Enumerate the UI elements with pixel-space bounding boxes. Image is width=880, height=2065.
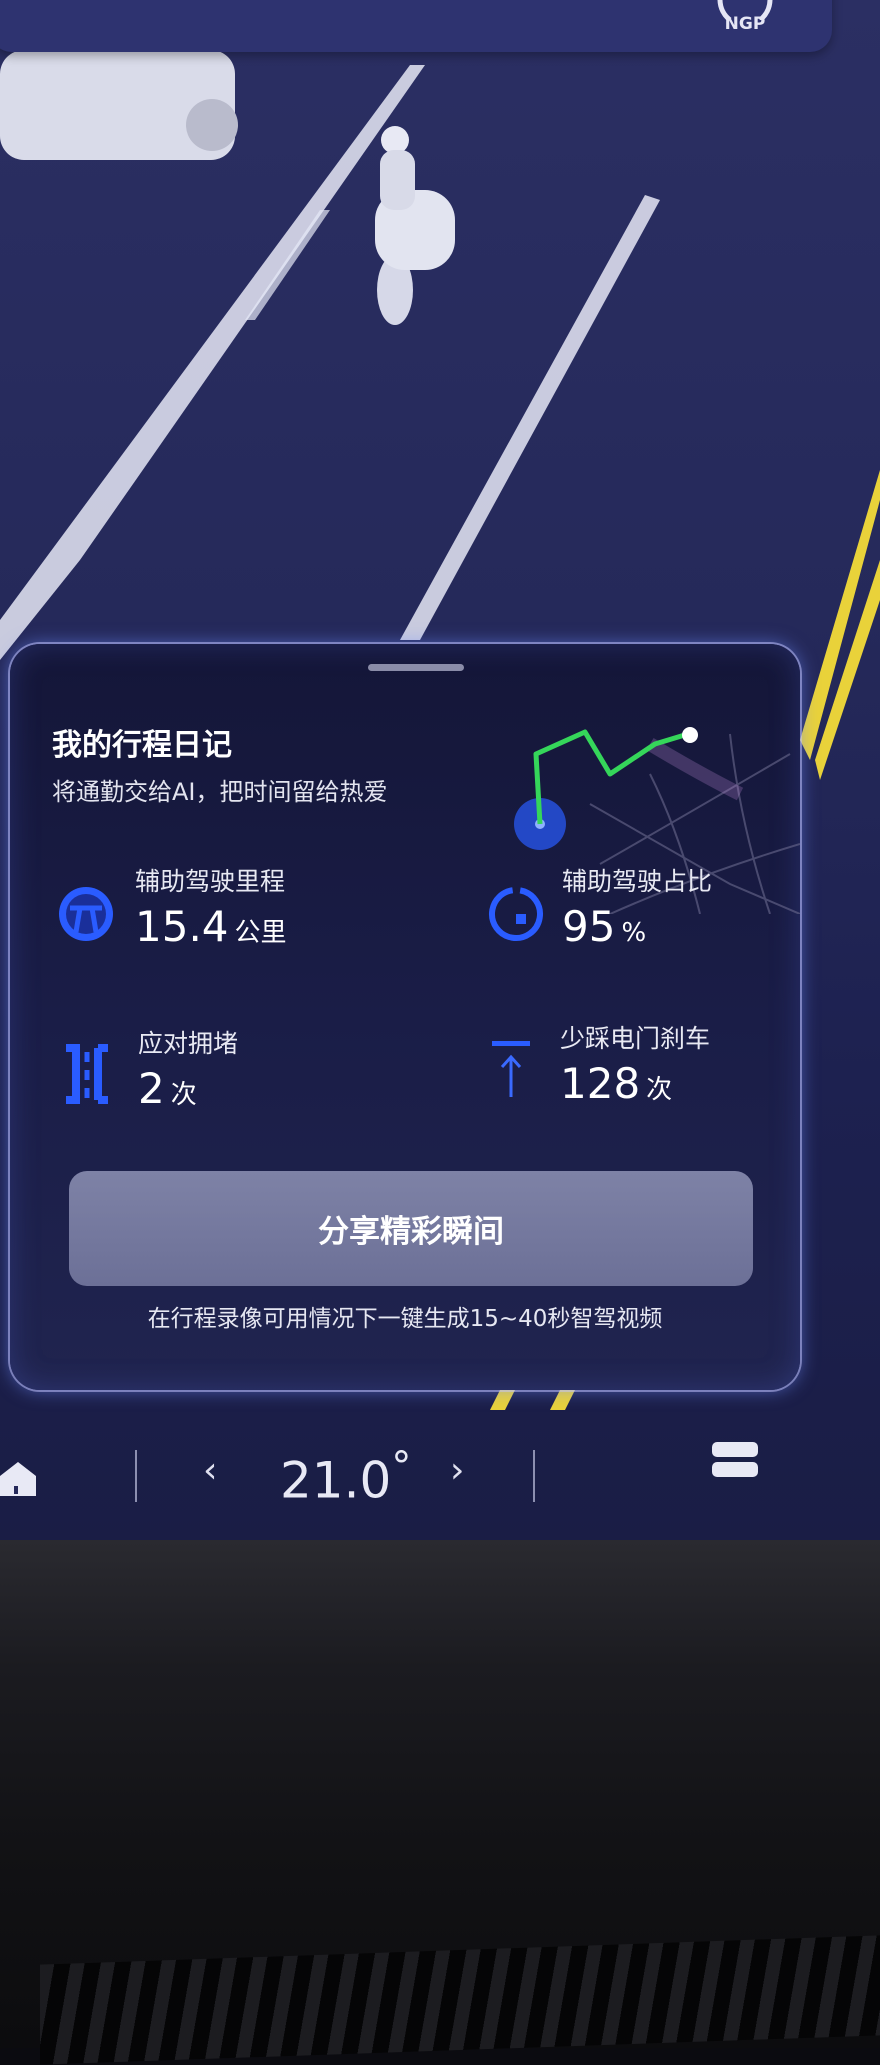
stat-unit: 次: [646, 1075, 673, 1105]
menu-icon[interactable]: [712, 1442, 758, 1478]
video-note: 在行程录像可用情况下一键生成15~40秒智驾视频: [147, 1306, 663, 1332]
stat-value: 2: [138, 1064, 165, 1113]
stat-label: 辅助驾驶占比: [562, 867, 713, 896]
ngp-indicator[interactable]: NGP: [712, 0, 778, 36]
lane-yellow-1: [800, 470, 880, 760]
temp-decrease-button[interactable]: ‹: [203, 1450, 218, 1491]
stat-label: 少踩电门刹车: [560, 1024, 711, 1053]
divider: [135, 1450, 137, 1502]
card-title: 我的行程日记: [52, 728, 232, 763]
degree-symbol: °: [391, 1444, 412, 1490]
share-moment-button[interactable]: 分享精彩瞬间: [69, 1171, 753, 1286]
divider: [533, 1450, 535, 1502]
home-icon[interactable]: [0, 1460, 36, 1496]
trip-diary-card: 我的行程日记 将通勤交给AI，把时间留给热爱 辅助驾驶里程 15.4 公里: [10, 644, 800, 1390]
car-ahead: [0, 50, 238, 160]
ngp-label: NGP: [724, 14, 766, 34]
drag-handle[interactable]: [368, 664, 464, 671]
road-visualization: [0, 50, 880, 1410]
lane-line-center: [400, 195, 660, 640]
route-map-icon: [514, 727, 800, 914]
ring-gauge-icon: [489, 887, 543, 941]
temp-increase-button[interactable]: ›: [450, 1450, 465, 1491]
pedal-icon: [492, 1041, 530, 1097]
car-display: NGP 我的行程日记 将通勤交给AI，把时间留给热爱 辅助驾驶里程 15.4 公里: [0, 0, 880, 1540]
bottom-dock: ‹ 21.0° ›: [0, 1420, 880, 1520]
card-subtitle: 将通勤交给AI，把时间留给热爱: [52, 778, 388, 806]
stat-unit: %: [621, 918, 647, 948]
air-vent-grille: [40, 1935, 880, 2065]
dashboard-bezel: [0, 1540, 880, 2065]
stat-value: 95: [562, 902, 616, 951]
ngp-icon: [717, 0, 773, 22]
temperature-display: 21.0°: [280, 1444, 411, 1510]
lane-yellow-2: [815, 560, 880, 780]
motorcycle-rider: [375, 126, 455, 325]
stat-unit: 次: [170, 1080, 197, 1110]
congestion-icon: [66, 1044, 108, 1104]
stat-value: 15.4: [135, 902, 229, 951]
stat-label: 辅助驾驶里程: [135, 867, 286, 896]
stat-unit: 公里: [234, 918, 287, 948]
top-status-bar: [0, 0, 832, 52]
temperature-value: 21.0: [280, 1451, 392, 1510]
stat-label: 应对拥堵: [138, 1029, 239, 1058]
stat-value: 128: [560, 1059, 641, 1108]
road-icon: [59, 887, 113, 941]
lane-line-dash: [245, 210, 330, 320]
